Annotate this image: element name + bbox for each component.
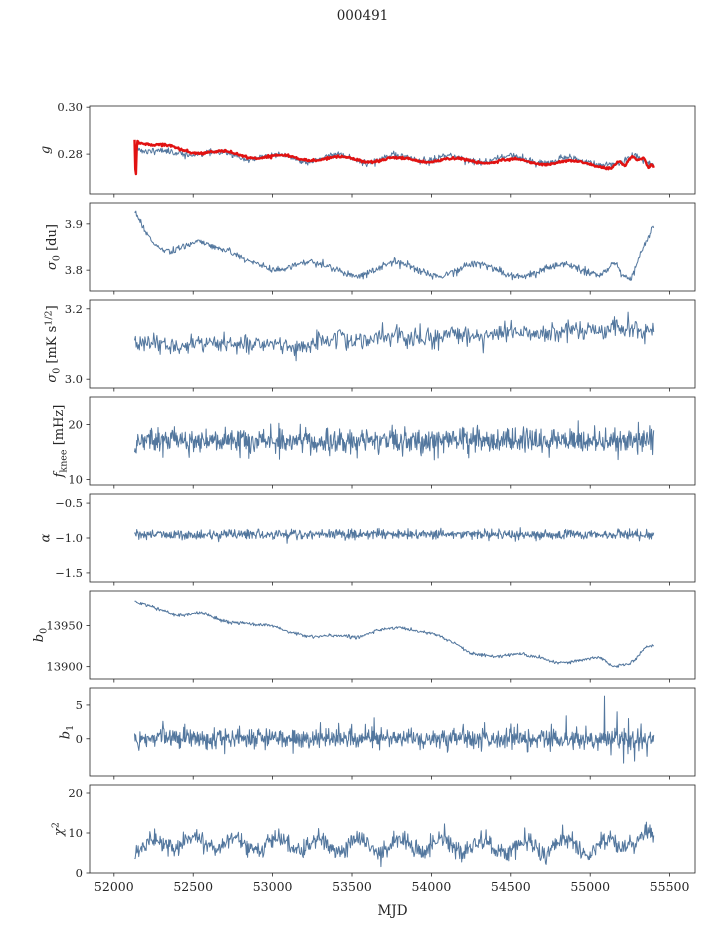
y-tick-label: 10: [68, 473, 83, 487]
y-tick-label: 3.2: [65, 302, 83, 316]
panel-alpha: −0.5 −1.0 −1.5 α: [39, 493, 696, 586]
x-tick-label: 54000: [412, 879, 452, 894]
series-alpha: [134, 527, 655, 544]
x-tick-label: 52500: [173, 879, 213, 894]
y-tick-label: 10: [68, 826, 83, 840]
axes-frame: [89, 105, 696, 195]
axes-frame: [89, 590, 696, 680]
ylabel-alpha: α: [39, 533, 54, 542]
panel-g: 0.28 0.30 g: [39, 100, 696, 198]
y-tick-label: 5: [76, 698, 83, 712]
y-tick-label: 13900: [46, 660, 83, 674]
y-tick-label: 0: [76, 732, 83, 746]
ylabel-g: g: [39, 146, 54, 154]
axes-frame: [89, 784, 696, 874]
series-sigma0-mks: [134, 311, 655, 362]
x-tick-label: 53000: [253, 879, 293, 894]
ylabel-sigma0-mks: σ0 [mK s1/2]: [44, 305, 63, 382]
series-g-model: [133, 139, 655, 176]
y-tick-label: 0.28: [57, 147, 83, 161]
figure-title: 000491: [336, 8, 389, 24]
series-fknee: [134, 420, 655, 461]
x-tick-label: 55500: [650, 879, 690, 894]
y-tick-label: −1.0: [55, 531, 83, 545]
y-tick-label: 20: [68, 786, 83, 800]
y-tick-label: 3.8: [65, 263, 83, 277]
ylabel-chi2: χ2: [50, 822, 67, 837]
y-tick-label: −0.5: [55, 496, 83, 510]
panel-chi2: 0 10 20 52000 52500 53000 53500 54000 54500 55000…: [50, 784, 696, 894]
x-axis-label: MJD: [377, 903, 408, 919]
x-tick-label: 53500: [332, 879, 372, 894]
y-tick-label: 0: [76, 866, 83, 880]
x-tick-label: 52000: [94, 879, 134, 894]
axes-frame: [89, 299, 696, 389]
y-tick-label: 3.0: [65, 372, 83, 386]
y-tick-label: 13950: [46, 619, 83, 633]
ylabel-b1: b1: [58, 725, 76, 739]
x-tick-label: 55000: [570, 879, 610, 894]
y-tick-label: −1.5: [55, 566, 83, 580]
panel-b1: 0 5b1: [58, 687, 696, 780]
y-tick-label: 0.30: [57, 100, 83, 114]
series-b0: [134, 600, 655, 668]
y-tick-label: 20: [68, 418, 83, 432]
x-tick-label: 54500: [491, 879, 531, 894]
panel-sigma0-du: 3.8 3.9σ0 [du]: [45, 202, 696, 295]
series-sigma0-du: [134, 210, 655, 281]
axes-frame: [89, 202, 696, 292]
series-b1: [134, 695, 655, 764]
y-tick-label: 3.9: [65, 217, 83, 231]
ylabel-fknee: fknee [mHz]: [52, 405, 70, 479]
panel-sigma0-mks: 3.0 3.2σ0 [mK s1/2]: [44, 299, 696, 392]
axes-frame: [89, 396, 696, 486]
axes-frame: [89, 687, 696, 777]
ylabel-b0: b0: [32, 628, 50, 642]
ylabel-sigma0-du: σ0 [du]: [45, 224, 63, 270]
series-g-measured: [134, 147, 654, 169]
series-chi2: [134, 821, 655, 868]
